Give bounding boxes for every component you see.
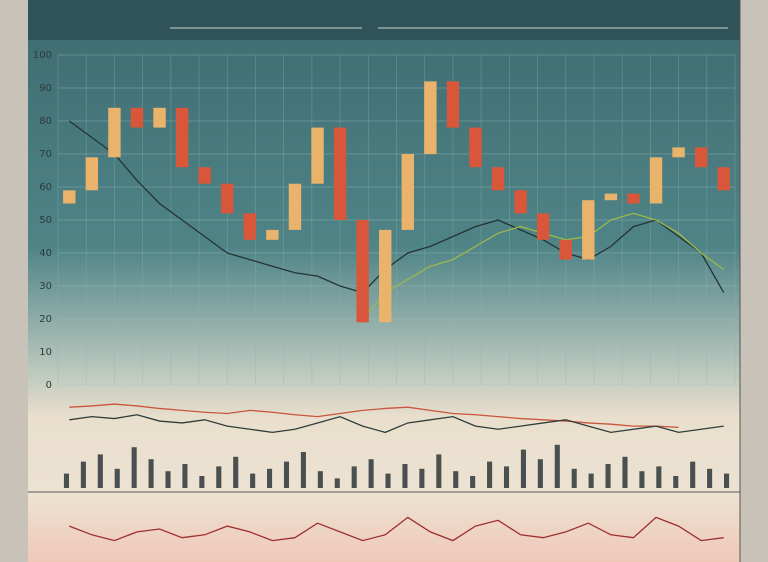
bar bbox=[639, 471, 645, 488]
candle bbox=[153, 107, 166, 128]
bar bbox=[588, 473, 594, 488]
bar bbox=[453, 471, 459, 488]
bar bbox=[385, 473, 391, 488]
bar bbox=[250, 473, 256, 488]
series-line bbox=[69, 414, 724, 434]
bar bbox=[334, 478, 340, 488]
candle bbox=[514, 190, 527, 214]
series-line bbox=[69, 516, 724, 542]
lower-panel bbox=[28, 492, 740, 562]
bar bbox=[503, 466, 510, 488]
bar bbox=[283, 461, 290, 488]
bar bbox=[656, 466, 662, 488]
candle bbox=[649, 157, 663, 204]
y-tick-label: 10 bbox=[39, 347, 52, 358]
bar bbox=[605, 464, 611, 488]
candle bbox=[469, 127, 482, 168]
bar bbox=[148, 459, 154, 488]
bar bbox=[707, 468, 713, 488]
y-tick-label: 60 bbox=[39, 182, 52, 193]
candle bbox=[266, 229, 279, 240]
bar bbox=[419, 468, 425, 488]
candle bbox=[694, 147, 708, 168]
bar bbox=[673, 476, 679, 488]
bar bbox=[267, 468, 273, 488]
candle bbox=[85, 157, 99, 191]
candle bbox=[221, 183, 234, 214]
candle bbox=[424, 81, 437, 154]
header bbox=[28, 0, 740, 40]
y-tick-label: 50 bbox=[39, 215, 52, 226]
candle bbox=[446, 81, 460, 128]
bar bbox=[165, 471, 171, 488]
candle bbox=[175, 107, 189, 168]
y-tick-label: 0 bbox=[46, 380, 52, 391]
bar bbox=[114, 468, 120, 488]
candle bbox=[356, 220, 369, 323]
bar bbox=[97, 454, 103, 488]
candle bbox=[536, 213, 550, 240]
bar bbox=[520, 449, 526, 488]
candle bbox=[311, 127, 324, 184]
candle bbox=[333, 127, 347, 220]
bar bbox=[368, 459, 374, 488]
bar bbox=[233, 456, 239, 488]
candle bbox=[491, 167, 505, 191]
bar bbox=[554, 444, 560, 488]
bar bbox=[300, 452, 306, 488]
bar bbox=[622, 456, 628, 488]
bar bbox=[182, 464, 188, 488]
bar bbox=[723, 473, 730, 488]
candle bbox=[288, 183, 302, 230]
bar bbox=[216, 466, 222, 488]
y-tick-label: 20 bbox=[39, 314, 52, 325]
candle bbox=[379, 229, 392, 323]
candle bbox=[130, 107, 144, 128]
candle bbox=[604, 193, 618, 201]
bar bbox=[690, 461, 696, 488]
candle bbox=[717, 167, 730, 191]
y-tick-label: 70 bbox=[39, 149, 52, 160]
bar bbox=[571, 468, 577, 488]
candle bbox=[198, 167, 211, 184]
bar bbox=[80, 461, 86, 488]
bar bbox=[317, 471, 323, 488]
bar bbox=[351, 466, 357, 488]
bar bbox=[487, 461, 493, 488]
bar bbox=[199, 476, 205, 488]
candle bbox=[582, 200, 595, 260]
bar bbox=[131, 447, 137, 488]
series-line bbox=[68, 120, 725, 294]
candle bbox=[401, 154, 414, 230]
y-tick-label: 30 bbox=[39, 281, 52, 292]
candle bbox=[559, 239, 572, 260]
bar bbox=[537, 459, 543, 488]
candle bbox=[627, 193, 640, 204]
bar bbox=[402, 464, 408, 488]
series-line bbox=[69, 403, 679, 429]
y-tick-label: 80 bbox=[39, 116, 52, 127]
bar bbox=[63, 473, 70, 488]
candle bbox=[63, 190, 76, 204]
y-tick-label: 90 bbox=[39, 83, 52, 94]
bar bbox=[436, 454, 442, 488]
candle bbox=[243, 213, 257, 240]
y-tick-label: 100 bbox=[33, 50, 52, 61]
candle bbox=[672, 147, 685, 158]
bar bbox=[470, 476, 476, 488]
candle bbox=[108, 107, 121, 158]
y-tick-label: 40 bbox=[39, 248, 52, 259]
